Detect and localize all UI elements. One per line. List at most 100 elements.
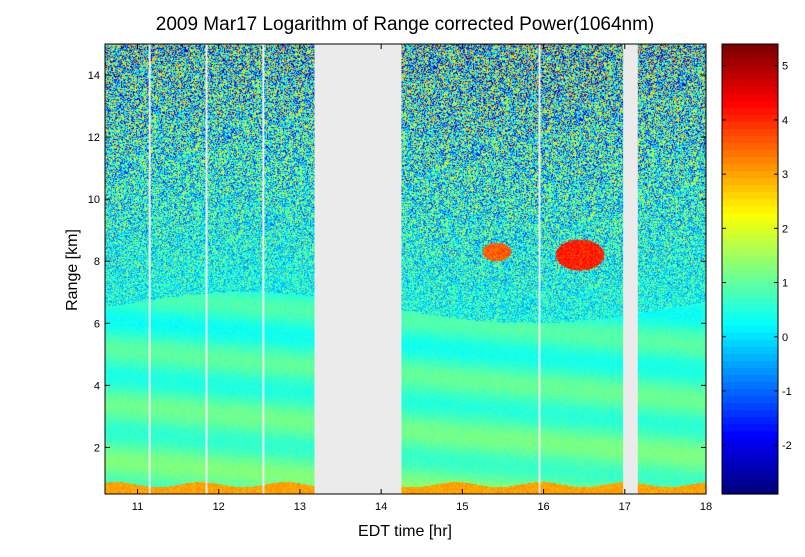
colorbar-segment — [722, 304, 778, 312]
y-axis: 2 4 6 8 10 12 14 — [88, 70, 706, 454]
white-streak — [262, 44, 265, 494]
y-tick-label: 14 — [88, 70, 100, 82]
colorbar-segment — [722, 100, 778, 108]
colorbar-segment — [722, 72, 778, 80]
colorbar-segment — [722, 198, 778, 207]
colorbar-segment — [722, 233, 778, 242]
colorbar-segment — [722, 451, 778, 460]
chart-title: 2009 Mar17 Logarithm of Range corrected … — [156, 14, 655, 35]
data-gap — [314, 44, 402, 494]
colorbar-tick-label: 5 — [782, 61, 788, 73]
colorbar-segment — [722, 430, 778, 439]
x-tick-label: 18 — [700, 501, 712, 513]
x-tick-label: 14 — [375, 501, 387, 513]
white-streak — [148, 44, 151, 494]
colorbar-segment — [722, 416, 778, 425]
colorbar-segment — [722, 79, 778, 87]
colorbar-tick-label: 4 — [782, 115, 788, 127]
x-tick-label: 12 — [213, 501, 225, 513]
colorbar-segment — [722, 297, 778, 305]
x-tick-label: 13 — [294, 501, 306, 513]
colorbar-segment — [722, 325, 778, 333]
colorbar-segment — [722, 219, 778, 228]
colorbar-segment — [722, 276, 778, 284]
colorbar-segment — [722, 465, 778, 474]
x-tick-label: 17 — [619, 501, 631, 513]
x-axis-label: EDT time [hr] — [358, 523, 452, 540]
colorbar-segment — [722, 191, 778, 200]
x-tick-label: 15 — [456, 501, 468, 513]
colorbar-segment — [722, 423, 778, 432]
data-gap — [623, 44, 638, 494]
colorbar-segment — [722, 388, 778, 397]
colorbar-segment — [722, 254, 778, 263]
colorbar-segment — [722, 121, 778, 129]
colorbar-segment — [722, 247, 778, 256]
colorbar-ticks: -2 -1 0 1 2 3 4 5 — [722, 61, 792, 452]
colorbar-tick-label: -1 — [782, 386, 792, 398]
white-streak — [205, 44, 208, 494]
colorbar-segment — [722, 346, 778, 354]
x-axis: 11 12 13 14 15 16 17 18 — [132, 44, 712, 513]
colorbar-segment — [722, 177, 778, 186]
colorbar-tick-label: 3 — [782, 169, 788, 181]
colorbar-segment — [722, 261, 778, 270]
colorbar-tick-label: 1 — [782, 278, 788, 290]
colorbar-segment — [722, 170, 778, 179]
colorbar-segment — [722, 156, 778, 165]
colorbar-segment — [722, 472, 778, 481]
colorbar-segment — [722, 142, 778, 151]
y-tick-label: 10 — [88, 194, 100, 206]
colorbar-segment — [722, 44, 778, 52]
colorbar-segment — [722, 107, 778, 115]
colorbar-segment — [722, 135, 778, 144]
y-tick-label: 8 — [94, 256, 100, 268]
colorbar-tick-label: -2 — [782, 440, 792, 452]
white-streak — [538, 44, 541, 494]
colorbar-segment — [722, 226, 778, 235]
colorbar-segment — [722, 184, 778, 193]
plot-frame — [104, 43, 707, 495]
y-tick-label: 4 — [94, 380, 100, 392]
colorbar-segment — [722, 360, 778, 369]
colorbar-tick-label: 0 — [782, 332, 788, 344]
colorbar-segment — [722, 409, 778, 418]
colorbar-segment — [722, 367, 778, 376]
heatmap-raster — [105, 44, 706, 494]
colorbar-segment — [722, 269, 778, 277]
colorbar-segment — [722, 402, 778, 411]
colorbar-segment — [722, 353, 778, 362]
colorbar-segment — [722, 51, 778, 59]
colorbar-segment — [722, 444, 778, 453]
colorbar-segment — [722, 458, 778, 467]
colorbar-segment — [722, 240, 778, 249]
x-tick-label: 16 — [537, 501, 549, 513]
colorbar-segment — [722, 205, 778, 214]
colorbar-segment — [722, 374, 778, 383]
colorbar-segment — [722, 283, 778, 291]
colorbar-segment — [722, 318, 778, 326]
colorbar-segment — [722, 86, 778, 94]
colorbar-segment — [722, 381, 778, 390]
y-tick-label: 2 — [94, 442, 100, 454]
colorbar-frame — [721, 43, 779, 495]
colorbar-segment — [722, 479, 778, 488]
colorbar-segment — [722, 114, 778, 122]
colorbar-segment — [722, 163, 778, 172]
colorbar-segment — [722, 128, 778, 137]
x-tick-label: 11 — [132, 501, 143, 513]
colorbar-segment — [722, 290, 778, 298]
colorbar-segment — [722, 65, 778, 73]
colorbar-segment — [722, 58, 778, 66]
y-tick-label: 12 — [88, 132, 100, 144]
colorbar-segment — [722, 149, 778, 158]
colorbar-segment — [722, 486, 778, 495]
y-tick-label: 6 — [94, 318, 100, 330]
plot-area — [104, 43, 707, 495]
colorbar-tick-label: 2 — [782, 223, 788, 235]
colorbar-segment — [722, 332, 778, 340]
colorbar-segment — [722, 339, 778, 347]
colorbar-segment — [722, 395, 778, 404]
colorbar-segment — [722, 93, 778, 101]
